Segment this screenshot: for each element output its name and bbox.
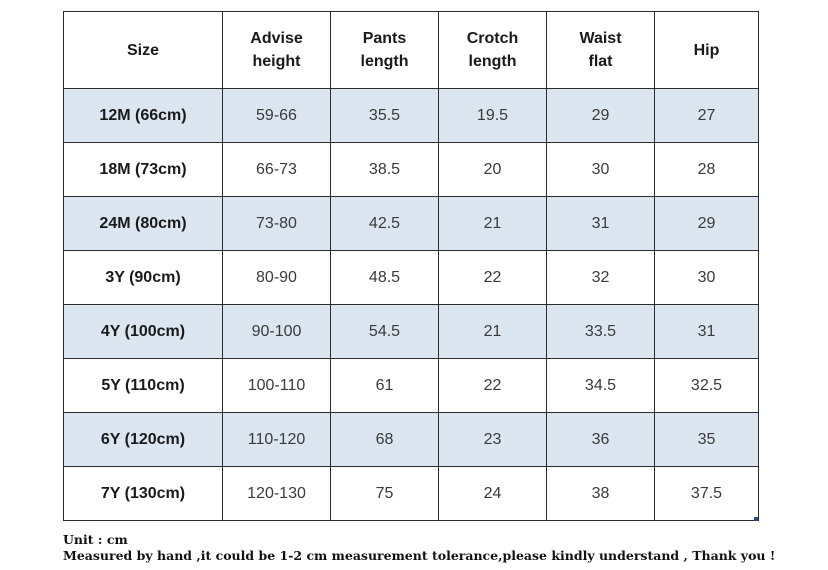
tolerance-note: Measured by hand ,it could be 1-2 cm mea…: [63, 548, 776, 563]
pants-length-cell: 38.5: [330, 142, 439, 197]
crotch-length-cell: 20: [438, 142, 547, 197]
pants-length-cell: 54.5: [330, 304, 439, 359]
header-waist-flat: Waist flat: [546, 11, 655, 89]
unit-note: Unit : cm: [63, 532, 128, 547]
notes: Unit : cm Measured by hand ,it could be …: [63, 532, 775, 564]
advise-height-cell: 100-110: [222, 358, 331, 413]
header-size: Size: [63, 11, 223, 89]
header-crotch-length: Crotch length: [438, 11, 547, 89]
header-pants-length-line-1: Pants: [362, 30, 407, 47]
table-row: 6Y (120cm) 110-120 68 23 36 35: [63, 412, 759, 467]
hip-cell: 35: [654, 412, 759, 467]
crotch-length-cell: 23: [438, 412, 547, 467]
waist-flat-cell: 29: [546, 88, 655, 143]
size-chart-table: Size Advise height Pants length Crotch l…: [63, 11, 759, 521]
corner-marker: [754, 517, 758, 521]
pants-length-cell: 75: [330, 466, 439, 521]
size-cell: 3Y (90cm): [63, 250, 223, 305]
size-cell: 18M (73cm): [63, 142, 223, 197]
hip-cell: 29: [654, 196, 759, 251]
header-advise-height: Advise height: [222, 11, 331, 89]
advise-height-cell: 120-130: [222, 466, 331, 521]
advise-height-cell: 80-90: [222, 250, 331, 305]
table-row: 24M (80cm) 73-80 42.5 21 31 29: [63, 196, 759, 251]
crotch-length-cell: 24: [438, 466, 547, 521]
header-crotch-length-line-2: length: [468, 53, 517, 70]
waist-flat-cell: 32: [546, 250, 655, 305]
table-row: 7Y (130cm) 120-130 75 24 38 37.5: [63, 466, 759, 521]
size-cell: 12M (66cm): [63, 88, 223, 143]
hip-cell: 30: [654, 250, 759, 305]
waist-flat-cell: 30: [546, 142, 655, 197]
waist-flat-cell: 36: [546, 412, 655, 467]
header-hip: Hip: [654, 11, 759, 89]
header-advise-height-line-2: height: [252, 53, 301, 70]
hip-cell: 28: [654, 142, 759, 197]
advise-height-cell: 66-73: [222, 142, 331, 197]
advise-height-cell: 73-80: [222, 196, 331, 251]
header-advise-height-line-1: Advise: [250, 30, 303, 47]
header-size-line: Size: [126, 41, 159, 59]
size-cell: 5Y (110cm): [63, 358, 223, 413]
pants-length-cell: 61: [330, 358, 439, 413]
hip-cell: 37.5: [654, 466, 759, 521]
header-pants-length: Pants length: [330, 11, 439, 89]
size-cell: 6Y (120cm): [63, 412, 223, 467]
advise-height-cell: 59-66: [222, 88, 331, 143]
header-pants-length-line-2: length: [360, 53, 409, 70]
header-waist-flat-line-2: flat: [588, 53, 613, 70]
pants-length-cell: 35.5: [330, 88, 439, 143]
advise-height-cell: 110-120: [222, 412, 331, 467]
size-cell: 7Y (130cm): [63, 466, 223, 521]
header-hip-line: Hip: [693, 41, 720, 59]
advise-height-cell: 90-100: [222, 304, 331, 359]
header-waist-flat-line-1: Waist: [579, 30, 622, 47]
header-crotch-length-line-1: Crotch: [466, 30, 519, 47]
size-cell: 4Y (100cm): [63, 304, 223, 359]
pants-length-cell: 48.5: [330, 250, 439, 305]
crotch-length-cell: 21: [438, 196, 547, 251]
pants-length-cell: 42.5: [330, 196, 439, 251]
pants-length-cell: 68: [330, 412, 439, 467]
size-cell: 24M (80cm): [63, 196, 223, 251]
table-row: 4Y (100cm) 90-100 54.5 21 33.5 31: [63, 304, 759, 359]
crotch-length-cell: 21: [438, 304, 547, 359]
hip-cell: 31: [654, 304, 759, 359]
table-row: 3Y (90cm) 80-90 48.5 22 32 30: [63, 250, 759, 305]
table-row: 5Y (110cm) 100-110 61 22 34.5 32.5: [63, 358, 759, 413]
crotch-length-cell: 22: [438, 250, 547, 305]
header-row: Size Advise height Pants length Crotch l…: [63, 11, 759, 89]
waist-flat-cell: 31: [546, 196, 655, 251]
table-row: 18M (73cm) 66-73 38.5 20 30 28: [63, 142, 759, 197]
waist-flat-cell: 38: [546, 466, 655, 521]
hip-cell: 32.5: [654, 358, 759, 413]
crotch-length-cell: 19.5: [438, 88, 547, 143]
hip-cell: 27: [654, 88, 759, 143]
crotch-length-cell: 22: [438, 358, 547, 413]
waist-flat-cell: 33.5: [546, 304, 655, 359]
waist-flat-cell: 34.5: [546, 358, 655, 413]
table-row: 12M (66cm) 59-66 35.5 19.5 29 27: [63, 88, 759, 143]
